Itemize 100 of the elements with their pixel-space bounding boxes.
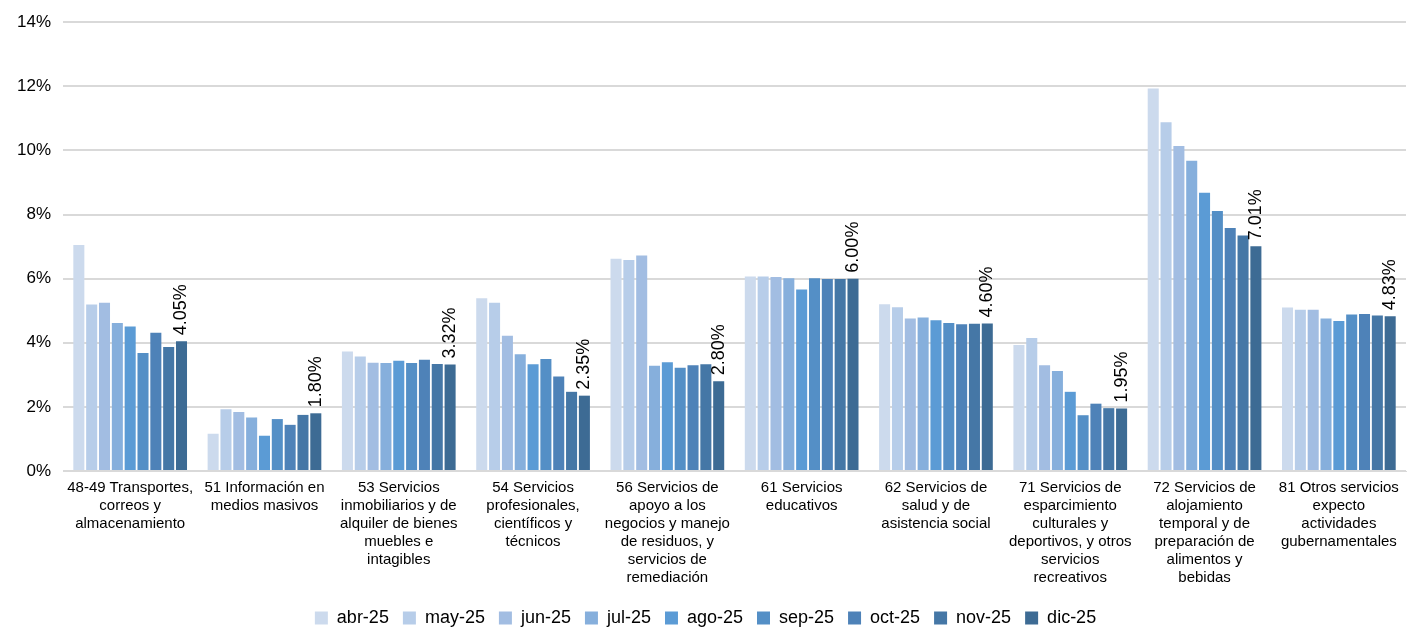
bar xyxy=(1186,160,1198,470)
bar xyxy=(821,278,833,470)
bar xyxy=(1282,307,1294,470)
bar xyxy=(879,304,891,470)
bar xyxy=(981,323,993,470)
y-tick-label: 12% xyxy=(16,76,52,95)
bar xyxy=(284,424,296,470)
bar xyxy=(783,278,795,470)
y-tick-label: 14% xyxy=(16,11,52,31)
bar xyxy=(1199,192,1211,470)
bar xyxy=(527,364,539,470)
bar xyxy=(1384,316,1396,470)
bar xyxy=(847,278,859,470)
bar xyxy=(406,362,418,470)
bar xyxy=(207,433,219,470)
bar xyxy=(489,302,501,470)
bar xyxy=(1090,403,1102,470)
bar xyxy=(98,302,111,470)
bar xyxy=(258,435,270,470)
bar xyxy=(1333,320,1345,470)
legend-label: oct-25 xyxy=(870,606,921,627)
bar xyxy=(1051,370,1063,470)
bar xyxy=(917,317,929,470)
bar xyxy=(757,276,769,470)
bar xyxy=(623,260,635,470)
bar xyxy=(713,381,725,470)
x-tick-label: 48-49 Transportes, correos y almacenamiento xyxy=(67,478,194,532)
y-tick-label: 4% xyxy=(26,332,52,352)
bar xyxy=(796,289,808,470)
bar xyxy=(687,365,699,470)
x-tick-label: 56 Servicios de apoyo a los negocios y manejo de residuos, y servicios de remediación xyxy=(604,478,730,586)
bar xyxy=(1064,391,1076,470)
y-tick-label: 6% xyxy=(26,268,52,288)
x-tick-label: 51 Información en medios masivos xyxy=(204,478,325,514)
x-tick-label: 62 Servicios de salud y de asistencia social xyxy=(881,478,991,532)
bar xyxy=(367,362,379,470)
x-tick-label: 54 Servicios profesionales, científicos y técnicos xyxy=(486,478,580,550)
data-label: 4.60% xyxy=(976,266,997,318)
bar xyxy=(1211,211,1223,470)
bar xyxy=(700,364,712,470)
bar xyxy=(1371,315,1383,470)
data-label: 3.32% xyxy=(439,307,460,359)
bar xyxy=(514,354,526,470)
bar xyxy=(1294,309,1306,470)
bar xyxy=(86,304,98,470)
bar xyxy=(341,351,353,470)
bar xyxy=(380,362,392,470)
bar xyxy=(444,364,456,470)
bar xyxy=(271,419,283,470)
data-label: 4.83% xyxy=(1379,259,1400,311)
bar xyxy=(610,258,622,470)
bar xyxy=(246,417,258,470)
bar xyxy=(1320,318,1332,470)
bar xyxy=(578,395,590,470)
bar xyxy=(1013,345,1025,470)
bar xyxy=(891,307,903,470)
bar xyxy=(1039,365,1051,470)
bar xyxy=(930,320,942,470)
bar xyxy=(1160,122,1172,470)
legend-label: jul-25 xyxy=(605,606,651,627)
bar xyxy=(744,276,756,470)
bar xyxy=(566,391,578,470)
bar xyxy=(1237,235,1249,470)
bar xyxy=(943,322,955,470)
data-label: 2.35% xyxy=(573,338,594,390)
bar xyxy=(1359,313,1371,470)
bar xyxy=(73,245,85,470)
data-label: 6.00% xyxy=(841,221,862,273)
legend-label: nov-25 xyxy=(956,606,1012,627)
data-label: 1.95% xyxy=(1110,351,1131,403)
bar xyxy=(354,356,366,470)
bar xyxy=(310,413,322,470)
bar xyxy=(501,335,513,470)
legend-label: jun-25 xyxy=(519,606,571,627)
bar xyxy=(540,359,552,470)
bar xyxy=(553,376,565,470)
y-tick-label: 10% xyxy=(16,140,52,160)
bar xyxy=(233,412,245,470)
bar xyxy=(770,277,782,470)
legend-label: may-25 xyxy=(424,606,485,627)
bar xyxy=(150,332,162,470)
legend-label: abr-25 xyxy=(336,606,389,627)
bar xyxy=(418,359,430,470)
x-tick-label: 53 Servicios inmobiliarios y de alquiler de bienes muebles e intagibles xyxy=(339,478,458,568)
bar xyxy=(476,298,488,470)
legend-label: dic-25 xyxy=(1047,606,1097,627)
bar xyxy=(1103,408,1115,470)
bar xyxy=(968,323,980,470)
bar xyxy=(1250,246,1262,470)
x-tick-label: 61 Servicios educativos xyxy=(760,478,843,514)
bar xyxy=(431,363,443,470)
x-tick-label: 72 Servicios de alojamiento temporal y de preparación de alimentos y bebidas xyxy=(1153,478,1256,586)
bar xyxy=(1173,145,1185,470)
bar xyxy=(808,278,821,470)
bar xyxy=(1346,314,1358,470)
bar xyxy=(1307,309,1319,470)
bar xyxy=(175,341,188,470)
legend-label: sep-25 xyxy=(779,606,835,627)
x-tick-label: 81 Otros servicios expecto actividades gubernamentales xyxy=(1278,478,1399,550)
bar xyxy=(956,324,968,470)
